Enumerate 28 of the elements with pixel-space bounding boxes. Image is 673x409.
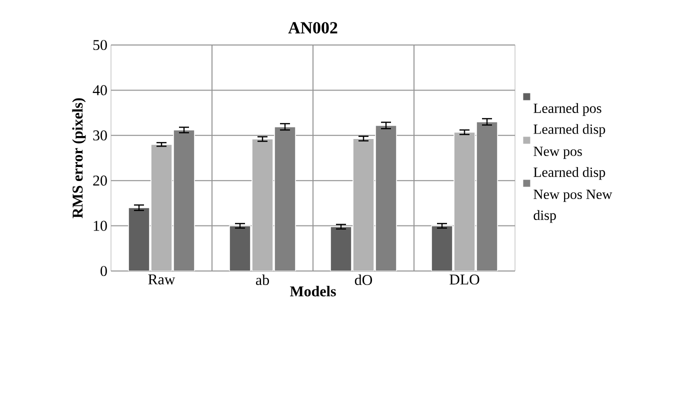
bar xyxy=(128,207,150,271)
y-tick-label: 0 xyxy=(100,266,107,276)
y-tick-label: 30 xyxy=(93,130,107,140)
x-tick-label: ab xyxy=(256,274,269,286)
bar xyxy=(229,225,251,271)
y-tick-label: 50 xyxy=(93,40,107,50)
bar xyxy=(330,226,352,271)
bar xyxy=(274,126,296,271)
y-tick-label: 40 xyxy=(92,85,107,96)
y-tick-label: 20 xyxy=(93,176,107,186)
y-axis-title: RMS error (pixels) xyxy=(72,98,86,218)
x-tick-label: dO xyxy=(354,274,372,286)
y-tick-label: 10 xyxy=(94,220,107,231)
x-tick-label: DLO xyxy=(450,274,480,285)
x-axis-title: Models xyxy=(290,286,336,296)
x-tick-label: Raw xyxy=(148,274,176,284)
bar xyxy=(150,144,172,271)
legend-label: Learned pos Learned disp xyxy=(534,103,606,137)
bar xyxy=(454,132,476,271)
bar xyxy=(352,138,374,271)
legend-label: New pos New disp xyxy=(534,190,612,223)
bar xyxy=(431,225,453,271)
bar xyxy=(173,130,195,271)
bar xyxy=(252,138,274,271)
bar xyxy=(375,125,397,271)
legend-label: New pos Learned disp xyxy=(534,146,606,180)
chart-title: AN002 xyxy=(288,22,338,34)
bar xyxy=(476,121,498,271)
